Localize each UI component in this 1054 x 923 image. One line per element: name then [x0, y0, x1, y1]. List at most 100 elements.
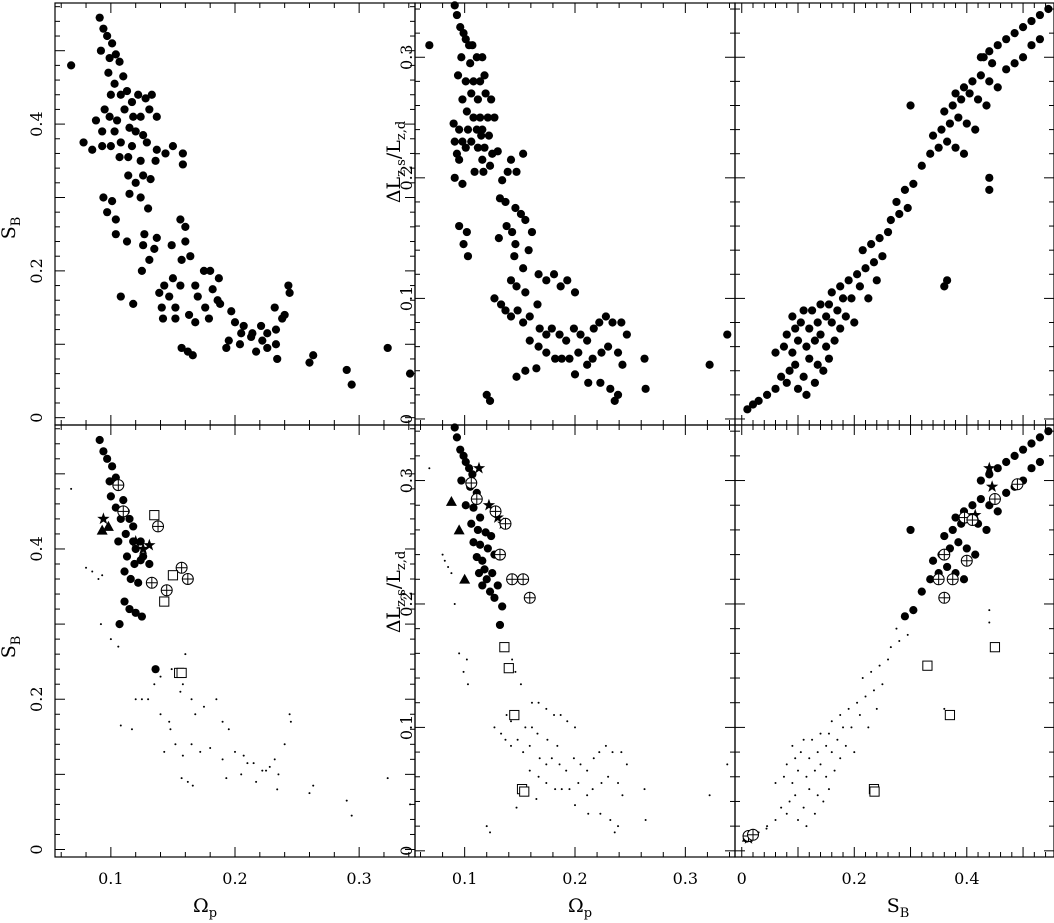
data-point-circle-plus: [988, 493, 1001, 506]
data-point-dot: [122, 237, 132, 246]
data-point-dot: [450, 423, 459, 432]
data-point-dot: [450, 173, 459, 182]
data-point-small-dot: [450, 572, 453, 575]
data-point-dot: [878, 252, 887, 261]
data-point-small-dot: [875, 707, 878, 710]
data-point-dot: [906, 525, 915, 535]
data-point-dot: [270, 303, 279, 312]
data-point-dot: [104, 68, 113, 77]
data-point-small-dot: [881, 683, 884, 686]
data-point-dot: [937, 125, 946, 134]
data-point-small-dot: [174, 743, 177, 746]
data-point-dot: [993, 464, 1002, 473]
data-point-small-dot: [453, 602, 456, 605]
data-point-dot: [487, 95, 496, 104]
data-point-dot: [959, 83, 969, 92]
data-point-dot: [129, 112, 138, 121]
data-point-small-dot: [515, 806, 518, 809]
data-point-small-dot: [827, 732, 830, 735]
data-point-dot: [799, 306, 808, 315]
x-title-middle: Ωp: [568, 895, 592, 921]
data-point-circle-plus: [493, 548, 506, 561]
data-point-dot: [96, 46, 106, 55]
data-point-dot: [827, 288, 836, 297]
data-point-dot: [951, 513, 960, 522]
data-point-dot: [595, 318, 604, 327]
data-point-small-dot: [887, 658, 890, 661]
data-point-dot: [120, 567, 129, 576]
data-point-dot: [247, 332, 256, 342]
data-point-dot: [191, 281, 200, 290]
data-point-dot: [462, 227, 471, 237]
data-point-small-dot: [485, 825, 488, 828]
x-tick-label: 0.1: [452, 869, 477, 888]
data-point-small-dot: [785, 812, 788, 815]
data-point-dot: [184, 310, 194, 320]
data-point-dot: [453, 71, 463, 80]
data-point-dot: [521, 215, 530, 225]
data-point-dot: [488, 569, 497, 578]
data-point-dot: [604, 342, 613, 351]
x-title-sub: p: [209, 906, 217, 921]
data-point-small-dot: [194, 713, 197, 716]
data-point-dot: [425, 41, 434, 50]
data-point-dot: [145, 255, 154, 264]
data-point-star: [983, 461, 996, 474]
data-point-dot: [224, 336, 233, 345]
data-point-dot: [478, 556, 487, 565]
data-point-dot: [985, 173, 994, 182]
data-point-small-dot: [847, 707, 850, 710]
data-point-dot: [480, 143, 489, 152]
data-point-dot: [235, 340, 245, 349]
data-point-small-dot: [708, 794, 711, 797]
data-point-circle-plus: [517, 573, 530, 586]
data-point-dot: [562, 336, 571, 345]
data-point-dot: [824, 300, 834, 309]
data-point-dot: [458, 179, 467, 188]
data-point-small-dot: [856, 701, 859, 704]
y-title-bottom-left: SB: [0, 636, 24, 659]
data-point-dot: [98, 127, 107, 136]
data-point-dot: [822, 342, 831, 351]
panel-top-right: [734, 2, 1054, 426]
data-point-dot: [125, 604, 134, 614]
data-point-dot: [705, 360, 714, 369]
data-point-dot: [125, 189, 134, 198]
data-point-small-dot: [528, 744, 531, 747]
data-point-dot: [788, 312, 797, 321]
data-point-small-dot: [599, 812, 602, 815]
data-point-small-dot: [215, 698, 218, 701]
data-point-dot: [512, 282, 521, 291]
y-tick-label: 0.2: [397, 165, 416, 190]
data-point-circle-plus: [181, 573, 194, 586]
series-triangle: [96, 520, 114, 535]
data-point-triangle: [459, 573, 471, 584]
data-point-small-dot: [558, 763, 561, 766]
data-point-circle-plus: [112, 479, 125, 492]
data-point-dot: [762, 390, 772, 399]
data-point-star: [482, 498, 496, 511]
data-point-small-dot: [864, 695, 867, 698]
data-point-dot: [476, 113, 485, 122]
data-point-small-dot: [765, 827, 768, 830]
data-point-small-dot: [283, 743, 286, 746]
data-point-square: [519, 786, 530, 797]
data-point-dot: [836, 324, 845, 333]
data-point-dot: [525, 336, 534, 345]
data-point-dot: [177, 343, 186, 353]
data-point-small-dot: [827, 788, 830, 791]
data-point-small-dot: [813, 769, 816, 772]
data-point-small-dot: [536, 732, 539, 735]
data-point-circle-plus: [470, 493, 483, 506]
data-point-dot: [158, 314, 168, 323]
data-point-small-dot: [592, 757, 595, 760]
data-point-dot: [473, 143, 482, 152]
data-point-circle-plus: [152, 520, 165, 533]
data-point-dot: [99, 447, 108, 456]
data-point-dot: [115, 57, 124, 66]
data-point-small-dot: [726, 763, 729, 766]
data-point-dot: [982, 101, 991, 110]
x-title-main: S: [887, 895, 900, 917]
data-point-dot: [542, 276, 551, 285]
data-point-small-dot: [586, 769, 589, 772]
